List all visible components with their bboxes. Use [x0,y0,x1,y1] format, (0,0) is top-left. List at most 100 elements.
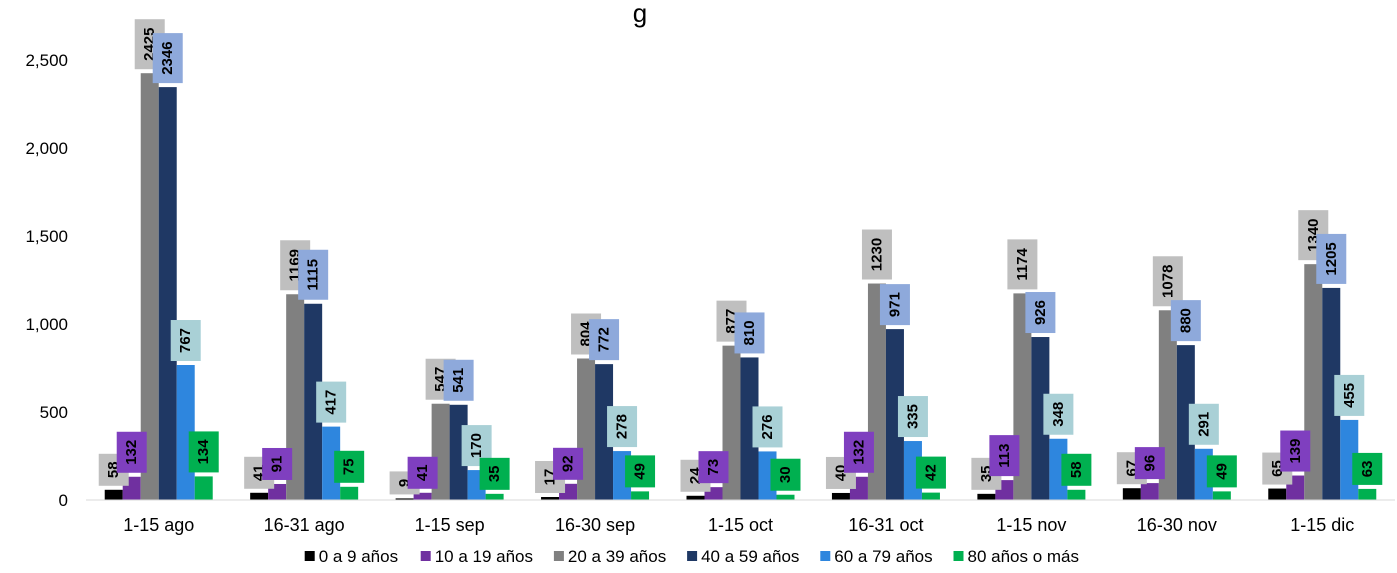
data-label-box [770,458,801,491]
x-axis: 1-15 ago 16-31 ago 1-15 sep 16-30 sep 1-15 o… [86,499,1395,535]
legend-swatch [687,551,698,561]
bar [140,73,159,500]
data-label: 291 [1195,412,1212,437]
x-tick-label: 16-30 nov [1137,515,1217,535]
data-label: 772 [596,327,613,352]
y-tick-label: 0 [59,491,68,510]
data-label-box [1352,452,1383,485]
data-label: 92 [560,455,577,472]
data-label-box [188,431,219,473]
data-label: 1205 [1323,242,1340,275]
legend-swatch [304,551,315,561]
data-label-box [443,359,474,401]
bar [1176,345,1195,500]
y-tick-label: 1,500 [25,227,68,246]
data-label: 1230 [868,238,885,271]
data-label-box [262,447,293,480]
data-label: 113 [996,444,1013,468]
bar [921,492,940,500]
data-label-box [1334,374,1365,416]
legend-swatch [820,551,831,561]
bar [413,492,432,500]
data-label-box [989,435,1020,477]
data-label: 880 [1177,308,1194,333]
data-label: 1115 [305,259,322,291]
data-label-box [915,456,946,489]
y-axis: 0 500 1,000 1,500 2,000 2,500 [25,51,68,510]
data-label: 49 [1213,463,1230,480]
bar [541,497,560,500]
data-label: 2346 [159,41,176,74]
bar [595,364,614,500]
data-label: 30 [777,466,794,483]
y-tick-label: 2,000 [25,139,68,158]
bar [1268,488,1287,500]
data-label: 73 [705,459,722,476]
data-label: 170 [468,433,485,458]
x-tick-label: 16-31 oct [848,515,923,535]
y-tick-label: 2,500 [25,51,68,70]
data-label-box [298,249,329,300]
data-label: 810 [741,320,758,345]
legend-swatch [420,551,431,561]
bar [977,493,996,500]
data-label-box [625,455,656,488]
data-label-box [1170,300,1201,342]
data-label-box [479,457,510,490]
x-tick-label: 1-15 sep [415,515,485,535]
bar [158,87,177,500]
bar [340,486,359,500]
data-label-box [316,381,347,423]
data-label: 58 [1068,461,1085,478]
data-label-box [1280,430,1311,472]
data-label: 278 [614,414,631,439]
data-label-box [698,451,729,484]
data-label-box [170,320,201,362]
data-label-box [334,450,365,483]
data-label-box [407,456,438,489]
data-label-box [897,396,928,438]
data-label: 9 [396,479,413,487]
chart-title: g [633,0,647,28]
bar [1140,483,1159,500]
legend-swatch [553,551,564,561]
data-label-box [734,312,765,354]
data-label: 42 [922,464,939,481]
x-tick-label: 1-15 dic [1290,515,1354,535]
data-label-box [879,284,910,326]
x-tick-label: 16-30 sep [555,515,635,535]
data-label: 35 [486,465,503,482]
data-label-box [1025,292,1056,334]
data-label: 417 [323,390,340,415]
bar [740,357,759,500]
data-label-box [589,319,620,361]
bar [194,476,213,500]
bars [104,73,1377,500]
bar [686,495,705,500]
legend-label: 60 a 79 años [834,547,932,566]
bar [776,494,795,500]
x-tick-label: 1-15 oct [708,515,773,535]
bar [104,489,123,500]
legend-label: 80 años o más [968,547,1080,566]
data-label: 49 [632,463,649,480]
bar [395,498,414,500]
bar [1212,491,1231,500]
bar [831,492,850,500]
bar [304,303,323,500]
data-label: 139 [1287,439,1304,464]
bar [1067,489,1086,500]
data-label-box [843,431,874,473]
data-label: 132 [850,440,867,465]
data-label-box [1134,447,1165,480]
bar [1031,337,1050,500]
data-label: 41 [414,464,431,481]
x-tick-label: 1-15 nov [996,515,1066,535]
legend-label: 20 a 39 años [568,547,666,566]
data-label-box [553,447,584,480]
bar [485,493,504,500]
legend-label: 10 a 19 años [435,547,533,566]
bar [631,491,650,500]
data-label: 971 [886,292,903,317]
